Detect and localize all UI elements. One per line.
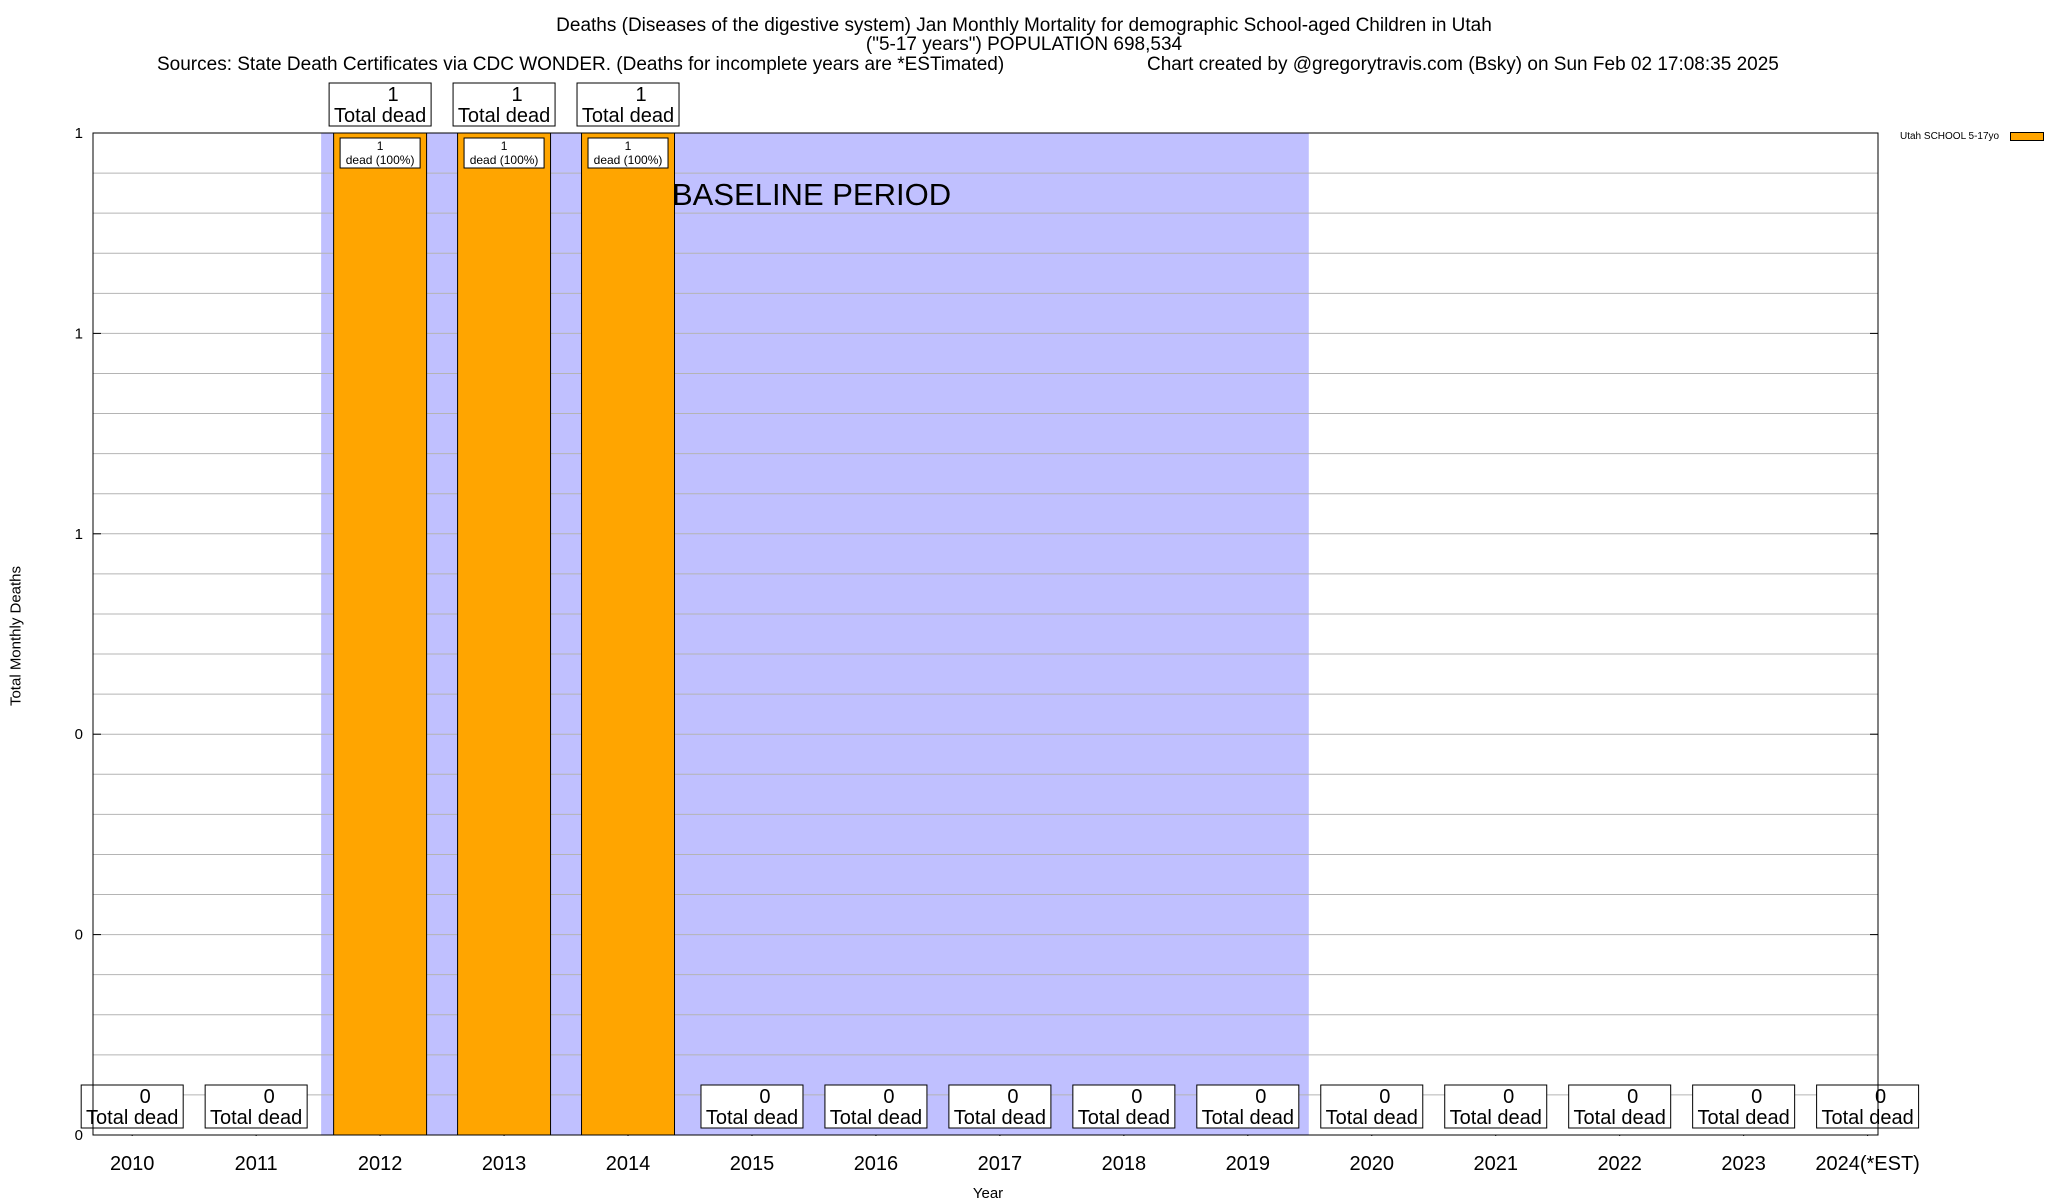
total-label-box (1444, 1084, 1548, 1129)
x-tick-label: 2012 (358, 1153, 403, 1175)
legend: Utah SCHOOL 5-17yo (1900, 131, 2044, 142)
total-label-box (1320, 1084, 1424, 1129)
total-caption-label: Total dead (1450, 1107, 1542, 1129)
total-label-box (1816, 1084, 1920, 1129)
x-tick-label: 2019 (1226, 1153, 1271, 1175)
chart-credit-note: Chart created by @gregorytravis.com (Bsk… (1147, 54, 1779, 75)
x-tick-label: 2022 (1597, 1153, 1642, 1175)
total-count-label: 0 (1751, 1086, 1762, 1108)
total-caption-label: Total dead (334, 105, 426, 127)
total-label-box (824, 1084, 928, 1129)
total-label-box (452, 82, 556, 127)
total-count-label: 0 (759, 1086, 770, 1108)
bar-value-count: 1 (501, 139, 508, 153)
total-count-label: 0 (264, 1086, 275, 1108)
bar (457, 132, 552, 1136)
total-caption-label: Total dead (1574, 1107, 1666, 1129)
bar-value-text: dead (100%) (346, 153, 415, 167)
total-label-box (204, 1084, 308, 1129)
total-caption-label: Total dead (830, 1107, 922, 1129)
total-caption-label: Total dead (1697, 1107, 1789, 1129)
total-label-box (328, 82, 432, 127)
x-tick-label: 2014 (606, 1153, 651, 1175)
x-tick-label: 2021 (1473, 1153, 1518, 1175)
y-tick-label: 1 (75, 125, 83, 142)
x-tick-label: 2023 (1721, 1153, 1766, 1175)
total-caption-label: Total dead (458, 105, 550, 127)
total-count-label: 0 (1007, 1086, 1018, 1108)
total-label-box (1568, 1084, 1672, 1129)
total-count-label: 0 (1503, 1086, 1514, 1108)
legend-swatch (2009, 131, 2044, 141)
x-tick-label: 2015 (730, 1153, 775, 1175)
x-tick-label: 2010 (110, 1153, 155, 1175)
x-tick-label: 2016 (854, 1153, 899, 1175)
x-tick-label: 2017 (978, 1153, 1023, 1175)
total-count-label: 0 (1379, 1086, 1390, 1108)
total-caption-label: Total dead (1202, 1107, 1294, 1129)
total-caption-label: Total dead (706, 1107, 798, 1129)
total-label-box (948, 1084, 1052, 1129)
total-caption-label: Total dead (210, 1107, 302, 1129)
chart-sources-note: Sources: State Death Certificates via CD… (157, 54, 1005, 75)
total-count-label: 0 (1131, 1086, 1142, 1108)
total-count-label: 0 (140, 1086, 151, 1108)
bar-value-text: dead (100%) (470, 153, 539, 167)
x-tick-label: 2013 (482, 1153, 527, 1175)
bar-value-label-box (463, 137, 545, 169)
x-tick-label: 2018 (1102, 1153, 1147, 1175)
x-tick-label: 2020 (1350, 1153, 1395, 1175)
total-count-label: 1 (635, 84, 646, 106)
total-label-box (576, 82, 680, 127)
bar (581, 132, 676, 1136)
total-caption-label: Total dead (582, 105, 674, 127)
chart-title-line-1: Deaths (Diseases of the digestive system… (556, 15, 1492, 36)
chart-title-line-2: ("5-17 years") POPULATION 698,534 (865, 34, 1183, 55)
x-tick-label: 2024(*EST) (1815, 1153, 1920, 1175)
x-tick-label: 2011 (235, 1153, 278, 1175)
plot-border (92, 132, 1879, 1136)
total-label-box (1072, 1084, 1176, 1129)
total-label-box (700, 1084, 804, 1129)
total-caption-label: Total dead (1078, 1107, 1170, 1129)
total-label-box (80, 1084, 184, 1129)
y-tick-label: 0 (75, 726, 83, 743)
bar-value-text: dead (100%) (594, 153, 663, 167)
total-count-label: 0 (1255, 1086, 1266, 1108)
total-caption-label: Total dead (954, 1107, 1046, 1129)
total-caption-label: Total dead (1821, 1107, 1913, 1129)
y-tick-label: 0 (75, 927, 83, 944)
total-count-label: 1 (512, 84, 523, 106)
total-count-label: 0 (1875, 1086, 1886, 1108)
total-count-label: 1 (388, 84, 399, 106)
bar-value-count: 1 (625, 139, 632, 153)
total-label-box (1692, 1084, 1796, 1129)
baseline-period-label: BASELINE PERIOD (672, 177, 951, 212)
total-count-label: 0 (883, 1086, 894, 1108)
total-label-box (1196, 1084, 1300, 1129)
y-tick-label: 1 (75, 526, 83, 543)
total-caption-label: Total dead (1326, 1107, 1418, 1129)
bar-value-label-box (587, 137, 669, 169)
bar-value-label-box (339, 137, 421, 169)
legend-entry-label: Utah SCHOOL 5-17yo (1900, 131, 2000, 142)
y-tick-label: 1 (75, 325, 83, 342)
bar-value-count: 1 (377, 139, 384, 153)
bar (333, 132, 428, 1136)
total-caption-label: Total dead (86, 1107, 178, 1129)
total-count-label: 0 (1627, 1086, 1638, 1108)
x-axis-label: Year (972, 1185, 1004, 1202)
y-tick-label: 0 (75, 1127, 83, 1144)
